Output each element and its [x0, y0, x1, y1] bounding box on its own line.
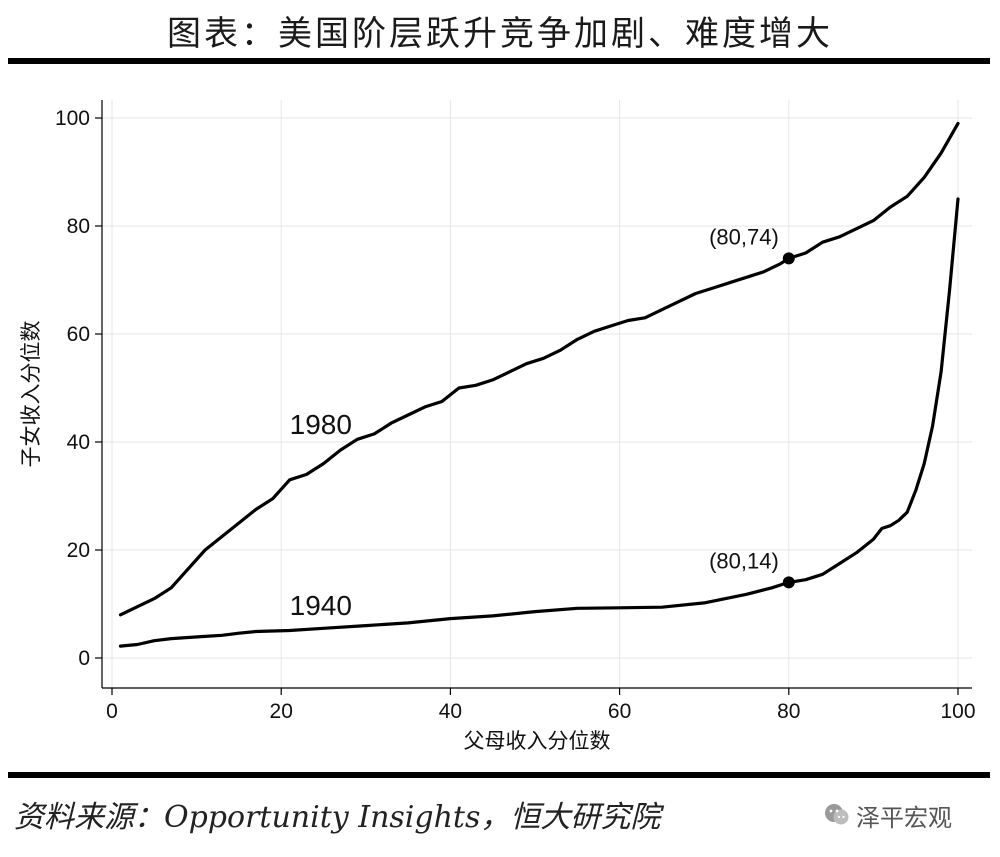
chart-title: 图表：美国阶层跃升竞争加剧、难度增大 — [167, 14, 833, 54]
source-note: 资料来源：Opportunity Insights，恒大研究院 — [14, 800, 661, 835]
series-line-1980 — [118, 121, 960, 617]
series-labels: 1980 1940 — [290, 409, 352, 621]
x-axis-label: 父母收入分位数 — [464, 729, 611, 753]
annotation-point — [782, 576, 795, 589]
gridlines — [102, 100, 972, 688]
annotation-label: (80,14) — [709, 548, 779, 573]
series-lines — [118, 121, 960, 648]
x-tick-label: 20 — [270, 700, 293, 723]
y-tick-label: 80 — [67, 215, 90, 238]
line-chart: 0 20 40 60 80 100 0 20 40 60 80 100 1980 1940 (80,74… — [19, 100, 976, 753]
series-label-1940: 1940 — [290, 590, 352, 621]
tick-labels: 0 20 40 60 80 100 0 20 40 60 80 100 — [55, 107, 976, 723]
y-axis-label: 子女收入分位数 — [19, 321, 43, 468]
y-tick-label: 20 — [67, 539, 90, 562]
y-tick-label: 40 — [67, 431, 90, 454]
x-tick-label: 0 — [106, 700, 118, 723]
x-tick-label: 40 — [439, 700, 462, 723]
y-tick-label: 60 — [67, 323, 90, 346]
annotation-label: (80,74) — [709, 224, 779, 249]
series-label-1980: 1980 — [290, 409, 352, 440]
watermark: 泽平宏观 — [818, 794, 988, 836]
axes — [95, 100, 972, 695]
bottom-rule — [8, 772, 990, 778]
wechat-icon — [825, 804, 849, 825]
x-tick-label: 80 — [777, 700, 800, 723]
annotation-point — [782, 252, 795, 265]
top-rule — [8, 58, 990, 64]
x-tick-label: 60 — [608, 700, 631, 723]
watermark-text: 泽平宏观 — [856, 804, 952, 832]
series-line-1940 — [118, 197, 960, 648]
annotations: (80,74) (80,14) — [709, 224, 795, 589]
y-tick-label: 0 — [78, 647, 90, 670]
y-tick-label: 100 — [55, 107, 90, 130]
x-tick-label: 100 — [940, 700, 975, 723]
